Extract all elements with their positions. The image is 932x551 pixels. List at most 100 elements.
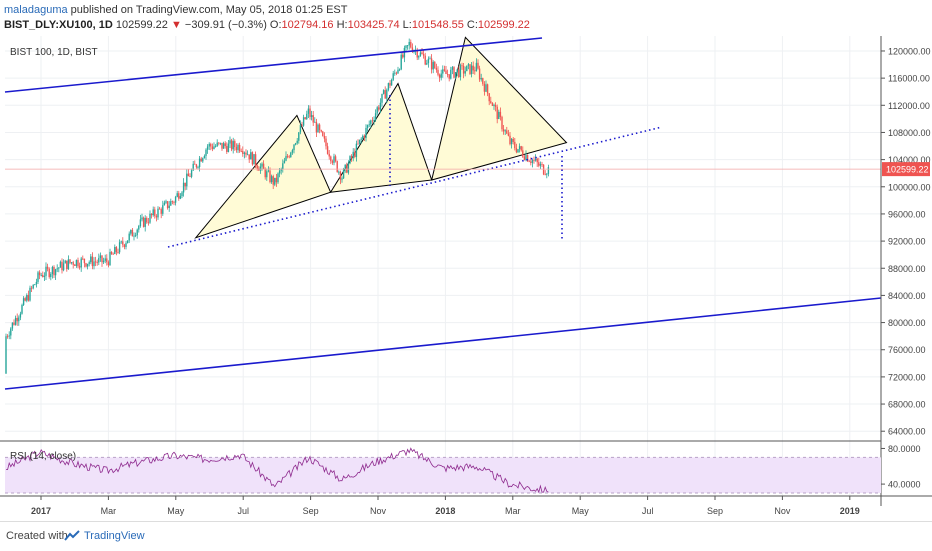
candle-body	[280, 169, 282, 171]
candle-body	[154, 209, 156, 216]
candle-body	[288, 156, 290, 158]
candle-body	[120, 241, 122, 243]
candle-body	[422, 54, 425, 56]
candle-body	[501, 116, 503, 130]
candles	[5, 38, 550, 375]
candle-body	[539, 164, 542, 166]
candle-body	[67, 259, 70, 270]
candle-body	[528, 161, 530, 163]
price-tick-label: 104000.00	[888, 155, 931, 165]
time-tick-label: Mar	[505, 506, 521, 516]
tradingview-brand-link[interactable]: TradingView	[84, 530, 145, 542]
candle-body	[400, 54, 402, 70]
candle-body	[314, 121, 316, 123]
candle-body	[517, 149, 519, 153]
candle-body	[482, 78, 484, 84]
candle-body	[147, 222, 150, 224]
candle-body	[194, 163, 196, 165]
candle-body	[245, 152, 247, 155]
candle-body	[323, 136, 326, 139]
neckline	[167, 126, 663, 248]
candle-body	[138, 225, 140, 230]
candle-body	[88, 262, 90, 264]
time-tick-label: Jul	[237, 506, 249, 516]
candle-body	[472, 65, 474, 71]
candle-body	[149, 213, 151, 223]
candle-body	[349, 156, 351, 164]
candle-body	[350, 156, 353, 159]
candle-body	[62, 263, 65, 271]
candle-body	[117, 252, 119, 253]
candle-body	[485, 84, 487, 92]
candle-body	[98, 257, 100, 263]
candle-body	[541, 164, 543, 165]
candle-body	[248, 154, 250, 160]
candle-body	[77, 259, 79, 267]
candle-body	[250, 152, 252, 160]
candle-body	[197, 166, 199, 168]
candle-body	[218, 142, 220, 144]
author-link[interactable]: maladaguma	[4, 4, 68, 16]
candle-body	[125, 243, 127, 247]
candle-body	[442, 69, 444, 74]
candle-body	[66, 260, 68, 270]
candle-body	[168, 205, 170, 209]
candle-body	[283, 160, 286, 164]
candle-body	[370, 120, 372, 125]
price-tick-label: 68000.00	[888, 400, 926, 410]
candle-body	[213, 146, 215, 150]
candle-body	[152, 209, 154, 216]
candle-body	[112, 253, 114, 255]
candle-body	[277, 173, 279, 183]
candle-body	[322, 131, 324, 137]
candle-body	[538, 162, 540, 166]
candle-body	[123, 244, 126, 247]
tradingview-logo-icon	[64, 530, 80, 541]
candle-body	[499, 111, 502, 117]
candle-body	[211, 146, 214, 150]
candle-body	[59, 261, 62, 268]
candle-body	[469, 64, 471, 75]
candle-body	[547, 167, 550, 174]
candle-body	[91, 256, 94, 267]
candle-body	[328, 153, 330, 157]
symbol-bar: BIST_DLY:XU100, 1D 102599.22 ▼ −309.91 (…	[4, 18, 530, 33]
candle-body	[346, 164, 348, 173]
trend-lines	[4, 37, 882, 390]
candle-body	[325, 138, 327, 147]
candle-body	[74, 264, 76, 266]
candle-body	[354, 151, 356, 157]
candle-body	[512, 138, 514, 142]
open-label: O:	[269, 19, 282, 31]
candle-body	[390, 79, 393, 86]
candle-body	[72, 262, 74, 265]
candle-body	[190, 170, 193, 177]
grid-lines	[5, 36, 881, 496]
candle-body	[530, 161, 532, 163]
candle-body	[403, 47, 406, 58]
candle-body	[46, 266, 49, 269]
candle-body	[48, 268, 50, 277]
chart-canvas[interactable]: 120000.00 116000.00 112000.00 108000.00 1040…	[0, 36, 932, 520]
candle-body	[141, 217, 143, 220]
candle-body	[262, 163, 265, 169]
candle-body	[461, 65, 463, 67]
rsi-band	[5, 457, 881, 493]
candle-body	[14, 317, 17, 325]
candle-body	[312, 115, 314, 123]
candle-body	[238, 144, 241, 152]
candle-body	[374, 113, 377, 121]
candle-body	[126, 240, 129, 244]
price-axis[interactable]: 120000.00 116000.00 112000.00 108000.00 1040…	[880, 36, 931, 506]
time-axis[interactable]: 2017 Mar May Jul Sep Nov 2018 Mar May Jul Sep Nov 20…	[0, 495, 932, 516]
candle-body	[38, 272, 41, 276]
change-value: −309.91 (−0.3%)	[184, 19, 267, 31]
high-label: H:	[336, 19, 348, 31]
rsi-label: RSI (14, close)	[10, 451, 76, 462]
candle-body	[418, 55, 420, 58]
candle-body	[166, 201, 169, 209]
candle-body	[206, 146, 209, 150]
candle-body	[61, 261, 63, 271]
candle-body	[347, 163, 350, 173]
candle-body	[419, 52, 422, 56]
